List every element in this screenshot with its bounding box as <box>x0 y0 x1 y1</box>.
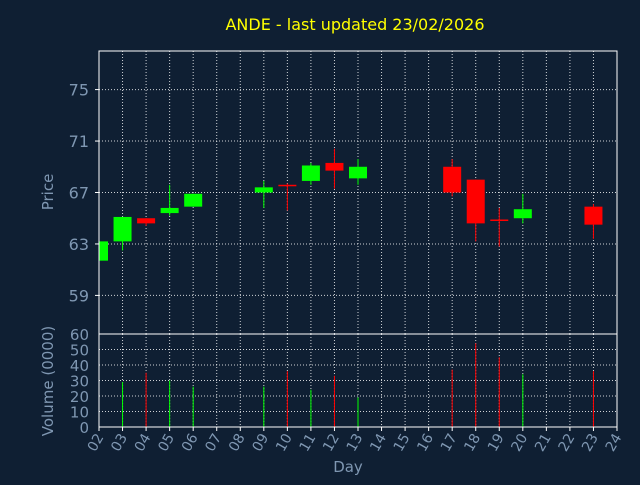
candle <box>254 180 273 208</box>
x-tick-label: 19 <box>485 431 508 454</box>
x-tick-label: 18 <box>461 431 484 454</box>
price-tick-label: 59 <box>69 286 89 305</box>
candle <box>325 148 344 189</box>
candle <box>137 218 156 226</box>
candle <box>160 184 179 216</box>
price-tick-label: 71 <box>69 132 89 151</box>
candle-body <box>443 166 462 193</box>
x-tick-label: 16 <box>414 431 437 455</box>
candle-body <box>349 166 367 179</box>
x-tick-label: 20 <box>509 431 532 454</box>
volume-tick-label: 10 <box>70 404 89 422</box>
x-tick-label: 11 <box>297 431 320 454</box>
x-tick-label: 23 <box>579 431 602 454</box>
volume-tick-label: 20 <box>70 388 89 406</box>
x-tick-label: 12 <box>320 431 343 454</box>
candle <box>349 159 367 185</box>
volume-bars <box>122 343 594 427</box>
x-tick-label: 17 <box>438 431 461 454</box>
x-tick-label: 09 <box>250 431 273 454</box>
candles <box>98 148 603 261</box>
candle-body <box>113 216 132 242</box>
candle <box>278 183 297 211</box>
x-axis-ticks: 02 03 04 05 06 07 08 09 10 11 12 13 14 15 16 17 18 19 20 21… <box>85 427 626 454</box>
candle <box>113 216 132 251</box>
candle-body <box>325 162 344 171</box>
volume-panel-frame <box>98 333 618 428</box>
candle <box>184 193 203 207</box>
x-tick-label: 07 <box>202 431 225 454</box>
candle <box>466 179 485 242</box>
x-axis-label: Day <box>333 458 363 476</box>
candle-body <box>490 219 509 222</box>
candle <box>513 193 532 224</box>
candle-body <box>184 193 203 207</box>
volume-tick-label: 30 <box>70 373 89 391</box>
x-tick-label: 24 <box>603 431 626 455</box>
candle-body <box>584 206 603 225</box>
y-axis-label: Price <box>39 174 57 211</box>
candle <box>490 207 509 247</box>
x-tick-label: 22 <box>556 431 579 454</box>
price-tick-label: 75 <box>69 81 89 100</box>
volume-tick-label: 60 <box>70 326 89 344</box>
volume-axis-label: Volume (0000) <box>39 326 57 436</box>
price-tick-label: 67 <box>69 184 89 203</box>
price-axis-ticks: 59 63 67 71 75 <box>69 81 99 305</box>
volume-tick-label: 40 <box>70 357 89 375</box>
x-tick-label: 14 <box>367 431 390 455</box>
x-tick-label: 02 <box>85 431 108 454</box>
x-tick-label: 10 <box>273 431 296 454</box>
x-tick-label: 13 <box>344 431 367 454</box>
price-tick-label: 63 <box>69 235 89 254</box>
candle <box>301 162 320 185</box>
chart-title: ANDE - last updated 23/02/2026 <box>225 15 484 34</box>
candle-body <box>513 209 532 219</box>
x-tick-label: 03 <box>108 431 131 454</box>
volume-tick-label: 50 <box>70 342 89 360</box>
candle-body <box>137 218 156 224</box>
x-tick-label: 06 <box>179 431 202 455</box>
x-tick-label: 15 <box>391 431 414 454</box>
x-tick-label: 04 <box>132 431 155 455</box>
x-tick-label: 05 <box>155 431 178 454</box>
candle-body <box>301 165 320 181</box>
candle-body <box>278 184 297 187</box>
candle <box>584 204 603 239</box>
candle-body <box>160 207 179 214</box>
candle <box>443 159 462 197</box>
candle-body <box>254 187 273 193</box>
x-tick-label: 21 <box>532 431 555 454</box>
candle <box>98 241 108 261</box>
x-tick-label: 08 <box>226 431 249 454</box>
candle-body <box>99 241 108 261</box>
candle-body <box>466 179 485 224</box>
volume-tick-label: 0 <box>79 419 89 437</box>
